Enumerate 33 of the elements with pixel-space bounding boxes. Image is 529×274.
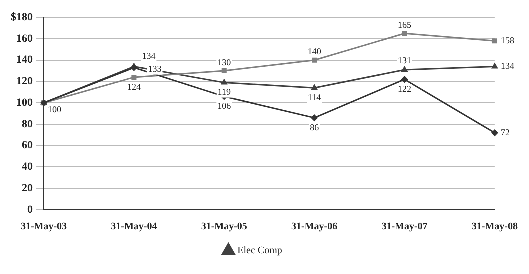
legend-label: Elec Comp [238, 246, 282, 257]
x-tick-label: 31-May-06 [292, 222, 338, 233]
data-label: 86 [310, 122, 320, 132]
y-tick-label: 140 [16, 54, 34, 66]
data-label: 72 [500, 127, 510, 138]
x-tick-label: 31-May-08 [472, 222, 518, 233]
data-label: 165 [398, 20, 412, 30]
data-label: 130 [218, 57, 232, 68]
y-tick-label: 20 [22, 182, 34, 194]
data-label: 158 [500, 35, 515, 46]
data-label: 131 [398, 55, 412, 66]
y-tick-label: 160 [16, 32, 34, 45]
data-label: 119 [218, 87, 232, 98]
data-label: 134 [142, 51, 156, 62]
data-label: 134 [500, 61, 515, 72]
y-tick-label: 100 [16, 96, 34, 109]
data-label: 124 [127, 82, 142, 92]
y-tick-label: 60 [22, 140, 34, 152]
y-tick-label: $180 [11, 11, 34, 24]
data-label: 114 [308, 92, 322, 103]
y-tick-label: 80 [22, 118, 34, 130]
x-tick-label: 31-May-05 [201, 222, 248, 233]
x-tick-label: 31-May-03 [20, 222, 68, 233]
data-label: 122 [398, 84, 412, 94]
data-label: 106 [218, 101, 232, 112]
y-tick-label: 0 [28, 204, 34, 216]
data-label: 133 [148, 64, 162, 74]
y-tick-label: 40 [22, 161, 34, 174]
y-tick-label: 120 [16, 76, 34, 88]
data-label: 100 [48, 104, 62, 114]
data-label: 140 [308, 46, 322, 57]
x-tick-label: 31-May-04 [111, 222, 158, 233]
x-tick-label: 31-May-07 [382, 222, 428, 233]
